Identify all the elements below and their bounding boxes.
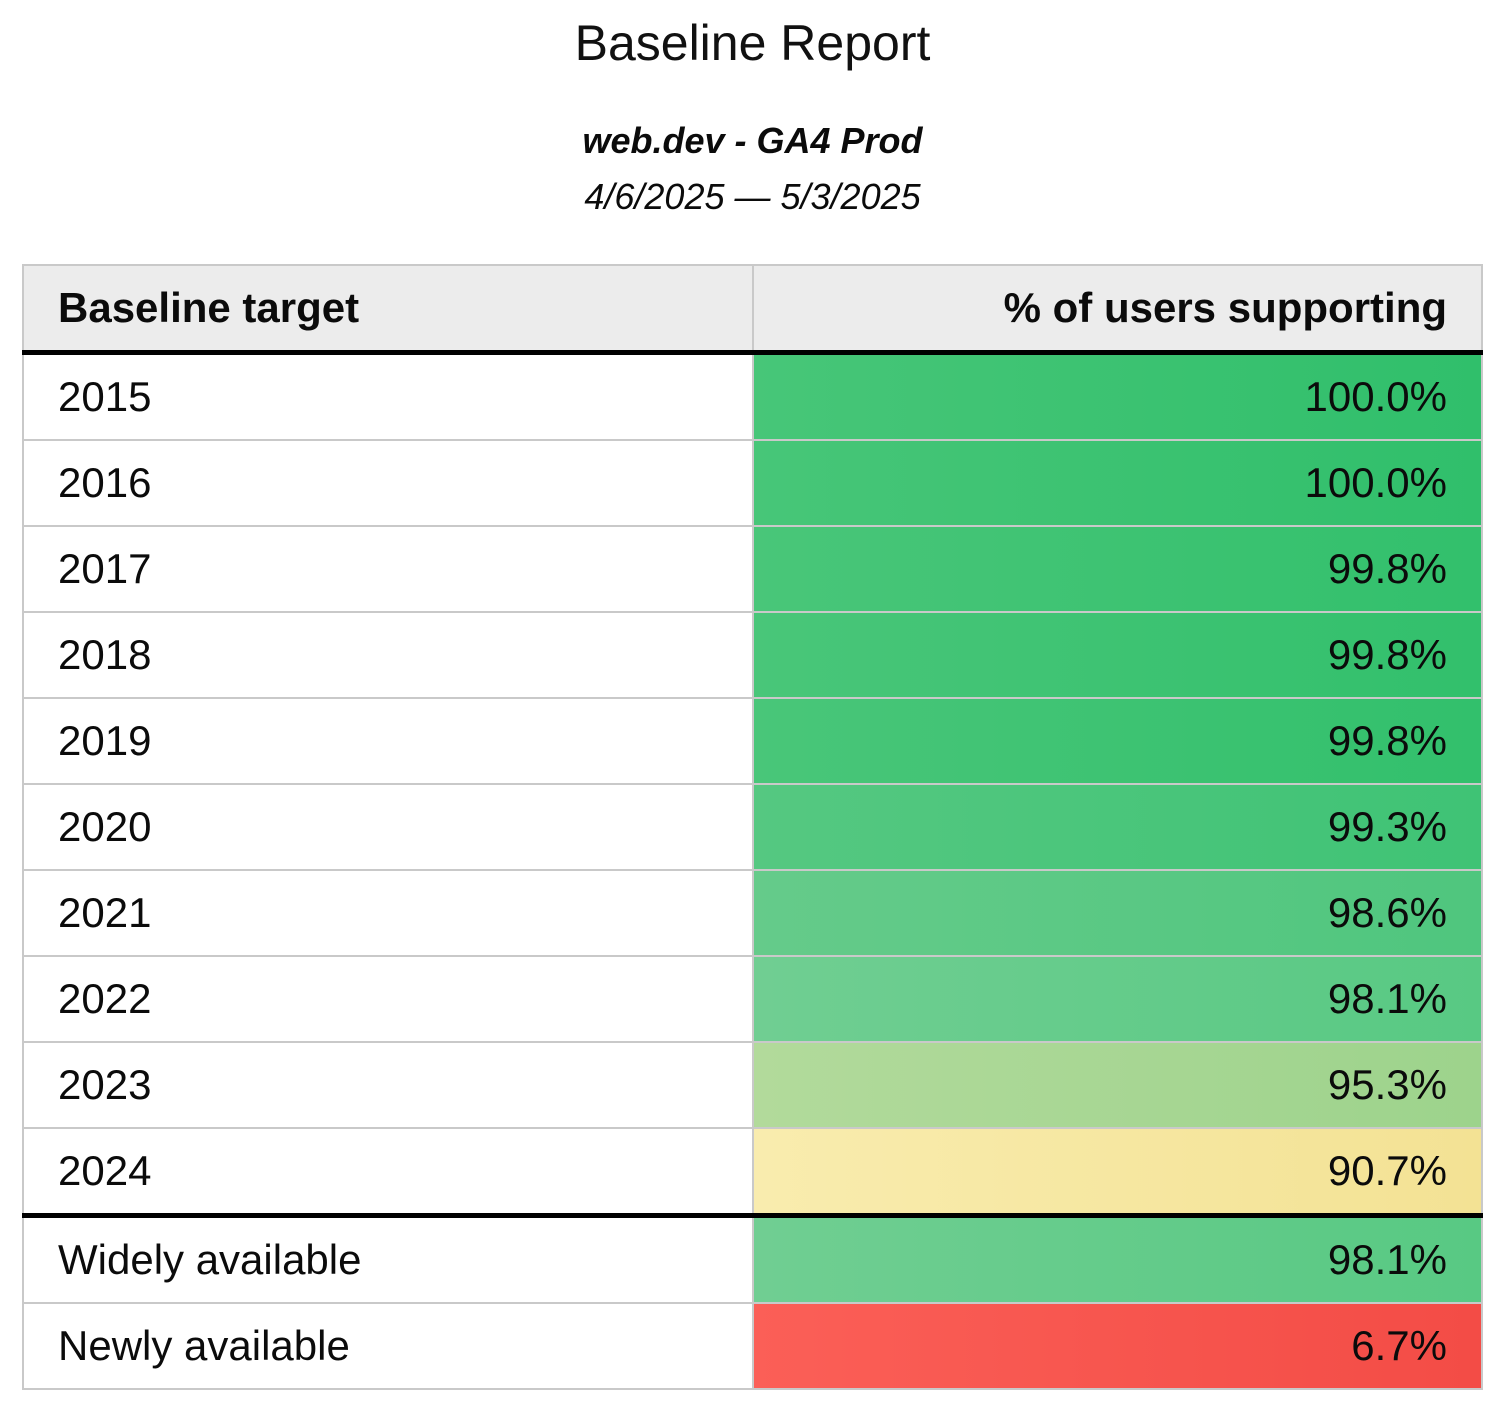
row-value: 98.6%	[751, 869, 1483, 957]
table-body: 2015 100.0% 2016 100.0% 2017 99.8% 2018 …	[22, 351, 1483, 1390]
row-label: 2023	[22, 1041, 754, 1129]
column-header-baseline-target: Baseline target	[22, 264, 754, 355]
table-row: 2018 99.8%	[22, 611, 1483, 699]
column-header-percent-supporting: % of users supporting	[751, 264, 1483, 355]
table-row: 2015 100.0%	[22, 351, 1483, 441]
row-label: 2021	[22, 869, 754, 957]
table-row: 2016 100.0%	[22, 439, 1483, 527]
row-value: 90.7%	[751, 1127, 1483, 1218]
page-title: Baseline Report	[574, 15, 931, 71]
row-label: Newly available	[22, 1302, 754, 1390]
row-value: 99.3%	[751, 783, 1483, 871]
report-date-range: 4/6/2025 — 5/3/2025	[584, 176, 921, 217]
table-row: 2020 99.3%	[22, 783, 1483, 871]
baseline-table: Baseline target % of users supporting 20…	[22, 264, 1483, 1390]
row-value: 99.8%	[751, 525, 1483, 613]
row-value: 100.0%	[751, 351, 1483, 441]
table-row: Newly available 6.7%	[22, 1302, 1483, 1390]
row-label: 2015	[22, 351, 754, 441]
row-label: 2016	[22, 439, 754, 527]
row-value: 99.8%	[751, 697, 1483, 785]
row-value: 99.8%	[751, 611, 1483, 699]
row-value: 98.1%	[751, 1214, 1483, 1304]
report-subtitle: web.dev - GA4 Prod	[582, 120, 923, 161]
table-row: 2022 98.1%	[22, 955, 1483, 1043]
row-label: 2019	[22, 697, 754, 785]
row-label: 2022	[22, 955, 754, 1043]
row-value: 95.3%	[751, 1041, 1483, 1129]
table-row: 2023 95.3%	[22, 1041, 1483, 1129]
row-value: 100.0%	[751, 439, 1483, 527]
table-row: 2019 99.8%	[22, 697, 1483, 785]
table-row: 2021 98.6%	[22, 869, 1483, 957]
row-label: 2017	[22, 525, 754, 613]
table-row: Widely available 98.1%	[22, 1214, 1483, 1304]
row-label: 2018	[22, 611, 754, 699]
table-row: 2017 99.8%	[22, 525, 1483, 613]
table-row: 2024 90.7%	[22, 1127, 1483, 1218]
row-value: 98.1%	[751, 955, 1483, 1043]
row-label: 2024	[22, 1127, 754, 1218]
row-label: Widely available	[22, 1214, 754, 1304]
row-value: 6.7%	[751, 1302, 1483, 1390]
table-header-row: Baseline target % of users supporting	[22, 264, 1483, 355]
row-label: 2020	[22, 783, 754, 871]
